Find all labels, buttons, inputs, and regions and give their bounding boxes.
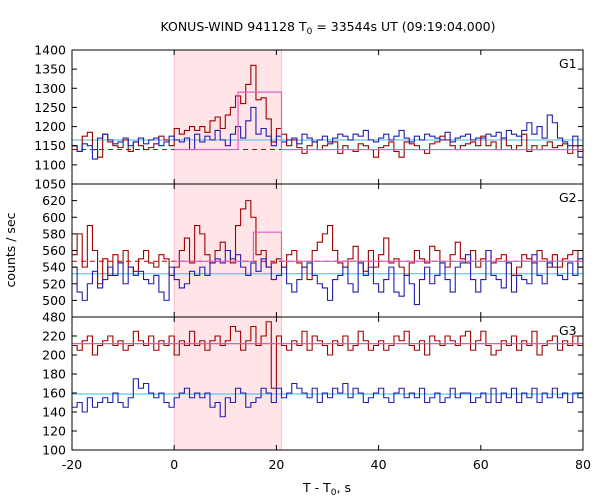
y-tick-label: 200: [42, 348, 66, 363]
x-tick-label: 40: [371, 457, 387, 472]
panel-g3: [72, 321, 583, 418]
y-tick-label: 1300: [34, 81, 66, 96]
y-axis-label: counts / sec: [3, 212, 18, 287]
interval-mean-steps: [174, 231, 583, 262]
y-tick-label: 1200: [34, 119, 66, 134]
y-tick-label: 1050: [34, 177, 66, 192]
y-tick-label: 620: [42, 193, 66, 208]
panel-plot-area: [72, 200, 583, 306]
x-axis-label: T - T0, s: [302, 480, 351, 498]
panel-plot-area: [72, 321, 583, 418]
panel-g1: [72, 64, 583, 160]
y-tick-label: 580: [42, 226, 66, 241]
panel-g2: [72, 200, 583, 306]
panel-label-g1: G1: [559, 56, 577, 71]
panel-frame-g3: [71, 316, 584, 451]
panel-label-g2: G2: [559, 190, 577, 205]
y-tick-label: 160: [42, 386, 66, 401]
y-tick-label: 1400: [34, 43, 66, 58]
chart-title: KONUS-WIND 941128 T0 = 33544s UT (09:19:…: [160, 19, 495, 37]
y-tick-label: 600: [42, 210, 66, 225]
y-tick-label: 500: [42, 293, 66, 308]
x-tick-label: -20: [62, 457, 82, 472]
interval-mean-steps: [174, 91, 583, 151]
spectral-counts-histogram: [72, 249, 583, 306]
x-tick-label: 20: [268, 457, 284, 472]
x-tick-label: 60: [473, 457, 489, 472]
y-tick-label: 1150: [34, 138, 66, 153]
y-tick-label: 540: [42, 260, 66, 275]
spectral-counts-histogram: [72, 378, 583, 418]
panel-plot-area: [72, 64, 583, 160]
y-tick-label: 1350: [34, 62, 66, 77]
y-tick-label: 1250: [34, 100, 66, 115]
y-tick-label: 520: [42, 276, 66, 291]
y-tick-label: 180: [42, 367, 66, 382]
y-tick-label: 140: [42, 405, 66, 420]
y-tick-label: 560: [42, 243, 66, 258]
y-tick-label: 1100: [34, 157, 66, 172]
y-tick-label: 220: [42, 329, 66, 344]
y-tick-label: 480: [42, 310, 66, 325]
panel-label-g3: G3: [559, 323, 577, 338]
y-tick-label: 100: [42, 443, 66, 458]
y-tick-label: 120: [42, 424, 66, 439]
x-tick-label: 80: [575, 457, 591, 472]
total-counts-histogram: [72, 321, 583, 389]
spectral-counts-histogram: [72, 106, 583, 160]
x-tick-label: 0: [170, 457, 178, 472]
total-counts-histogram: [72, 200, 583, 285]
